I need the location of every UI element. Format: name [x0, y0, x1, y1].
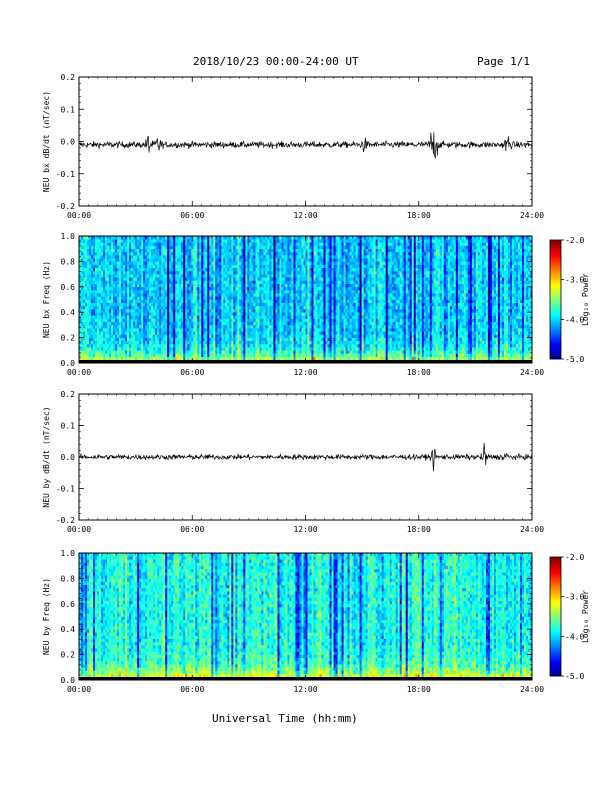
y-tick-label: 0.8: [61, 574, 76, 583]
y-tick-label: 0.6: [61, 600, 76, 609]
x-tick-label: 06:00: [180, 525, 204, 534]
x-tick-label: 24:00: [520, 685, 544, 694]
y-tick-label: 0.2: [61, 390, 76, 399]
y-tick-label: 0.6: [61, 283, 76, 292]
y-tick-label: 0.0: [61, 453, 76, 462]
y-axis-label: NEU bx Freq (Hz): [42, 261, 51, 338]
x-tick-label: 18:00: [407, 368, 431, 377]
y-tick-label: 0.1: [61, 422, 76, 431]
x-tick-label: 24:00: [520, 211, 544, 220]
y-tick-label: 1.0: [61, 232, 76, 241]
y-tick-label: -0.1: [56, 170, 75, 179]
x-tick-label: 24:00: [520, 368, 544, 377]
y-tick-label: 1.0: [61, 549, 76, 558]
y-tick-label: -0.2: [56, 202, 75, 211]
chart-panel-3: -0.2 -0.1 0.0 0.1 0.2 00:00 06:00 12:00 18:00 24:…: [42, 390, 544, 534]
x-tick-label: 12:00: [293, 685, 317, 694]
heatmap-cells: [79, 553, 532, 680]
y-tick-label: 0.0: [61, 359, 76, 368]
colorbar-label: Log₁₀ Power: [581, 273, 590, 326]
x-tick-label: 00:00: [67, 368, 91, 377]
y-tick-label: 0.1: [61, 105, 76, 114]
x-tick-label: 12:00: [293, 368, 317, 377]
y-tick-label: 0.2: [61, 73, 76, 82]
x-tick-label: 18:00: [407, 211, 431, 220]
y-tick-label: -0.1: [56, 485, 75, 494]
colorbar-tick-label: -2.0: [565, 553, 584, 562]
x-tick-label: 06:00: [180, 368, 204, 377]
y-axis-label: NEU bx dB/dt (nT/sec): [42, 91, 51, 192]
y-tick-label: 0.0: [61, 138, 76, 147]
chart-panel-1: -0.2 -0.1 0.0 0.1 0.2 00:00 06:00 12:00 18:00 24:…: [42, 73, 544, 220]
x-tick-label: 00:00: [67, 685, 91, 694]
y-tick-label: 0.4: [61, 625, 76, 634]
x-tick-label: 24:00: [520, 525, 544, 534]
y-tick-label: 0.2: [61, 651, 76, 660]
x-tick-label: 12:00: [293, 525, 317, 534]
x-tick-label: 12:00: [293, 211, 317, 220]
y-tick-label: 0.4: [61, 308, 76, 317]
signal-trace: [79, 132, 532, 158]
x-tick-label: 00:00: [67, 525, 91, 534]
y-tick-label: 0.0: [61, 676, 76, 685]
colorbar-tick-label: -5.0: [565, 672, 584, 681]
x-tick-label: 18:00: [407, 685, 431, 694]
colorbar-tick-label: -5.0: [565, 355, 584, 364]
heatmap-cells: [79, 236, 532, 363]
x-tick-label: 00:00: [67, 211, 91, 220]
y-axis-label: NEU by Freq (Hz): [42, 578, 51, 655]
colorbar-tick-label: -2.0: [565, 236, 584, 245]
x-tick-label: 06:00: [180, 211, 204, 220]
x-tick-label: 06:00: [180, 685, 204, 694]
y-tick-label: -0.2: [56, 516, 75, 525]
signal-trace: [79, 443, 532, 472]
x-tick-label: 18:00: [407, 525, 431, 534]
colorbar-label: Log₁₀ Power: [581, 590, 590, 643]
y-tick-label: 0.2: [61, 334, 76, 343]
y-axis-label: NEU by dB/dt (nT/sec): [42, 406, 51, 507]
y-tick-label: 0.8: [61, 257, 76, 266]
